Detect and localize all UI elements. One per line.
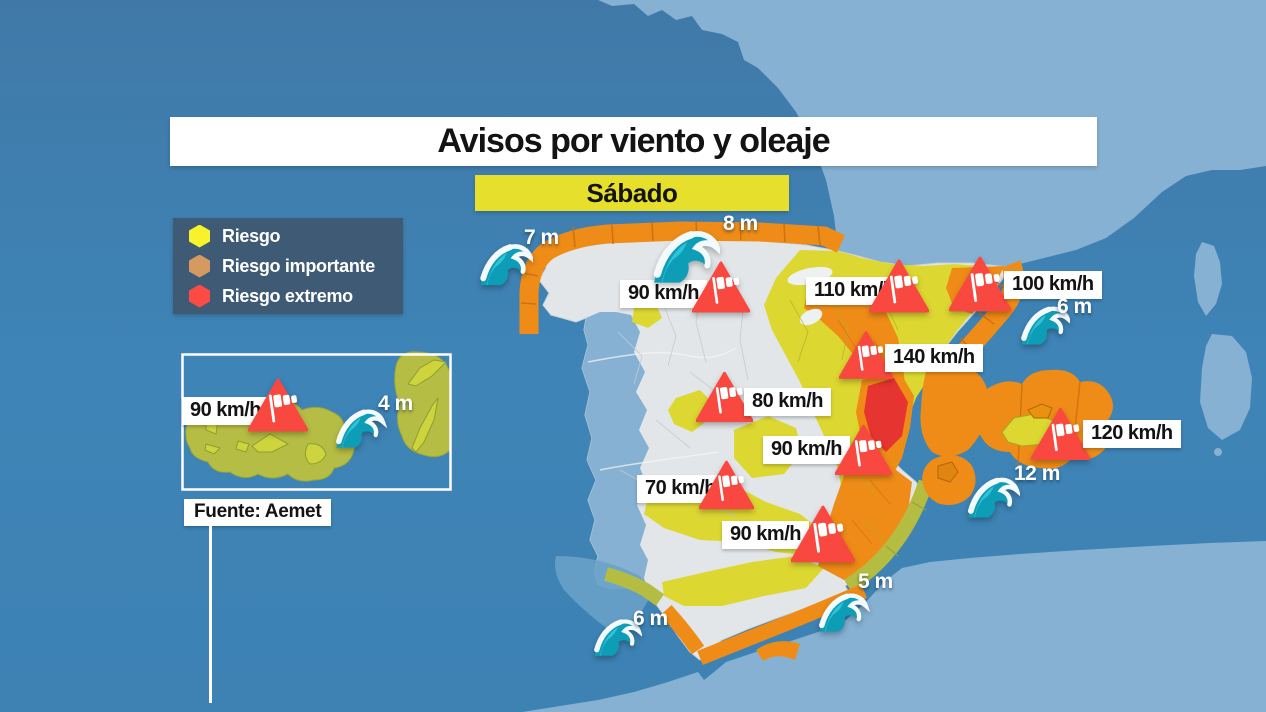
wind-warning-icon-east <box>835 424 892 476</box>
legend-label: Riesgo extremo <box>222 285 353 306</box>
legend-label: Riesgo importante <box>222 255 375 276</box>
wind-warning-label-northwest: 90 km/h <box>620 280 707 308</box>
sardinia-land <box>1200 334 1252 440</box>
wave-height-cantabrian: 8 m <box>723 212 758 235</box>
wave-height-northeast: 6 m <box>1057 295 1092 318</box>
wind-warning-icon-south-center <box>699 459 754 511</box>
source-label: Fuente: Aemet <box>184 499 332 526</box>
legend-label: Riesgo <box>222 225 281 246</box>
wind-warning-label-balearics: 120 km/h <box>1083 420 1181 448</box>
ibiza-island <box>937 461 959 483</box>
wave-height-alboran: 5 m <box>858 570 893 593</box>
red-extreme-zone <box>864 378 908 452</box>
wave-height-canary: 4 m <box>378 392 413 415</box>
wave-height-balearic: 12 m <box>1014 462 1060 485</box>
red-hexagon-icon <box>189 284 210 308</box>
wind-warning-label-east: 90 km/h <box>763 436 850 464</box>
wind-warning-label-southeast: 90 km/h <box>722 521 809 549</box>
wave-icon-balearic <box>966 474 1020 520</box>
yellow-hexagon-icon <box>189 224 210 248</box>
orange-hexagon-icon <box>189 254 210 278</box>
wave-icon-cantabrian <box>652 226 720 286</box>
wind-warning-icon-southeast <box>791 505 855 563</box>
corsica-land <box>1194 242 1222 316</box>
page-title: Avisos por viento y oleaje <box>437 122 830 160</box>
wave-icon-alboran <box>816 590 870 634</box>
legend-item-riesgo: Riesgo <box>189 224 403 248</box>
wind-warning-label-ebro: 140 km/h <box>885 344 983 372</box>
wind-warning-label-center: 80 km/h <box>744 388 831 416</box>
source-connector-line <box>209 526 212 703</box>
menorca-island <box>1027 403 1053 419</box>
rivers <box>587 347 737 471</box>
title-bar: Avisos por viento y oleaje <box>170 117 1097 166</box>
wind-warning-icon-northeast <box>949 256 1011 312</box>
legend-item-importante: Riesgo importante <box>189 254 403 278</box>
risk-legend: Riesgo Riesgo importante Riesgo extremo <box>173 218 403 314</box>
wind-warning-icon-north <box>869 259 929 313</box>
africa-land <box>522 541 1266 712</box>
wave-height-northwest: 7 m <box>524 226 559 249</box>
day-label: Sábado <box>586 177 678 208</box>
canary-islands <box>204 359 448 465</box>
wind-warning-icon-balearics <box>1031 407 1090 461</box>
ceuta-arc <box>756 641 800 661</box>
legend-item-extremo: Riesgo extremo <box>189 284 403 308</box>
day-banner: Sábado <box>475 175 789 211</box>
wave-height-cadiz: 6 m <box>633 607 668 630</box>
portugal-land <box>582 312 650 593</box>
wind-warning-label-northeast: 100 km/h <box>1004 271 1102 299</box>
wind-warning-icon-canary <box>248 377 308 433</box>
